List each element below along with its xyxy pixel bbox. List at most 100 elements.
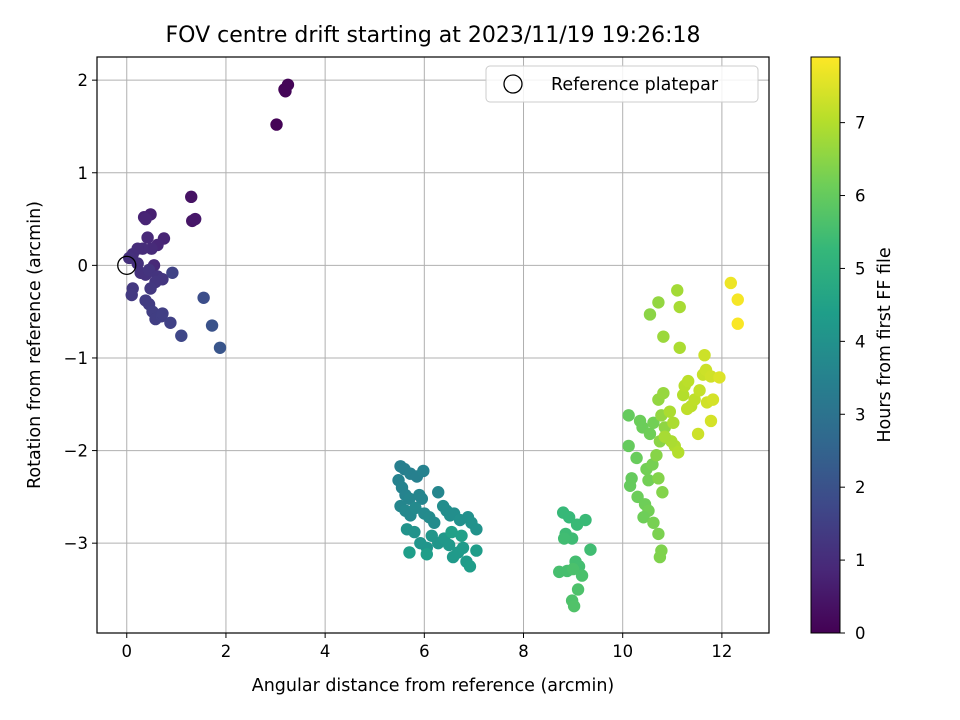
chart-title: FOV centre drift starting at 2023/11/19 … bbox=[166, 23, 701, 48]
colorbar-tick-label: 2 bbox=[855, 478, 866, 497]
y-tick-label: −2 bbox=[64, 442, 88, 461]
x-tick-label: 12 bbox=[711, 642, 732, 661]
data-point bbox=[175, 329, 188, 342]
colorbar-tick-label: 4 bbox=[855, 332, 866, 351]
data-point bbox=[139, 212, 152, 226]
colorbar-ticks: 0 1 2 3 4 5 6 7 bbox=[840, 114, 866, 643]
data-point bbox=[673, 341, 686, 354]
data-point bbox=[693, 384, 706, 397]
data-point bbox=[688, 393, 701, 406]
data-point bbox=[144, 282, 157, 295]
legend-box bbox=[485, 65, 759, 103]
x-tick-label: 8 bbox=[518, 642, 529, 661]
data-point bbox=[671, 284, 684, 297]
data-point bbox=[463, 560, 477, 573]
data-point bbox=[470, 544, 483, 557]
data-point bbox=[647, 516, 660, 530]
data-point bbox=[420, 548, 434, 561]
data-point bbox=[637, 511, 650, 524]
data-point bbox=[432, 486, 445, 499]
data-point bbox=[141, 231, 154, 244]
data-point bbox=[731, 317, 744, 330]
x-axis-label: Angular distance from reference (arcmin) bbox=[252, 676, 615, 696]
data-point bbox=[403, 546, 416, 559]
colorbar bbox=[810, 56, 841, 634]
data-point bbox=[156, 307, 169, 320]
data-point bbox=[166, 266, 179, 279]
data-point bbox=[672, 446, 685, 459]
x-tick-label: 10 bbox=[612, 642, 633, 661]
x-tick-label: 0 bbox=[122, 642, 133, 661]
data-point bbox=[403, 492, 416, 505]
data-point bbox=[681, 374, 695, 388]
data-point bbox=[562, 511, 576, 524]
data-point bbox=[566, 562, 580, 576]
data-point bbox=[663, 405, 677, 418]
data-point bbox=[657, 386, 670, 400]
plot-frame bbox=[96, 56, 770, 634]
data-point bbox=[622, 439, 635, 453]
data-point bbox=[647, 416, 660, 429]
data-point bbox=[656, 486, 669, 499]
data-point bbox=[643, 427, 657, 441]
data-point bbox=[652, 296, 665, 309]
data-point bbox=[698, 348, 711, 362]
colorbar-tick-label: 1 bbox=[855, 551, 866, 570]
x-axis-ticks: 0 2 4 6 8 10 12 bbox=[122, 633, 732, 661]
data-point bbox=[408, 525, 421, 539]
y-tick-label: 2 bbox=[78, 71, 89, 90]
data-point bbox=[673, 300, 686, 314]
x-tick-label: 2 bbox=[221, 642, 232, 661]
x-tick-label: 4 bbox=[320, 642, 331, 661]
data-point bbox=[409, 501, 422, 515]
data-point bbox=[442, 538, 456, 552]
y-tick-label: −1 bbox=[64, 349, 88, 368]
legend-label: Reference platepar bbox=[551, 75, 719, 95]
x-tick-label: 6 bbox=[419, 642, 430, 661]
y-axis-ticks: 2 1 0 −1 −2 −3 bbox=[64, 71, 97, 553]
data-point bbox=[630, 451, 643, 465]
data-point bbox=[428, 516, 441, 530]
reference-marker bbox=[117, 255, 137, 276]
data-point bbox=[455, 529, 468, 542]
data-point bbox=[145, 242, 158, 255]
data-point bbox=[657, 330, 670, 343]
data-point bbox=[579, 513, 592, 527]
data-point bbox=[650, 448, 663, 462]
data-point bbox=[567, 599, 581, 613]
data-point bbox=[680, 402, 694, 416]
data-point bbox=[213, 341, 227, 354]
data-point bbox=[164, 316, 177, 329]
data-point bbox=[185, 190, 198, 204]
data-point bbox=[415, 492, 429, 505]
data-point bbox=[571, 583, 585, 596]
colorbar-tick-label: 6 bbox=[855, 187, 866, 206]
data-point bbox=[653, 550, 667, 564]
colorbar-tick-label: 0 bbox=[855, 624, 866, 643]
data-point bbox=[623, 479, 637, 492]
data-points bbox=[123, 78, 744, 613]
data-point bbox=[142, 263, 156, 277]
data-point bbox=[557, 532, 571, 545]
data-point bbox=[470, 523, 483, 536]
data-point bbox=[575, 569, 589, 582]
data-point bbox=[704, 414, 718, 428]
data-point bbox=[197, 291, 210, 304]
grid-lines bbox=[97, 57, 769, 633]
data-point bbox=[417, 464, 430, 478]
data-point bbox=[646, 458, 659, 471]
data-point bbox=[706, 393, 720, 406]
data-point bbox=[188, 212, 202, 226]
legend-marker bbox=[503, 74, 523, 94]
y-axis-label: Rotation from reference (arcmin) bbox=[25, 201, 45, 489]
colorbar-tick-label: 7 bbox=[855, 114, 866, 133]
data-point bbox=[445, 525, 458, 539]
data-point bbox=[642, 474, 655, 487]
y-tick-label: 0 bbox=[78, 256, 89, 275]
data-point bbox=[731, 293, 744, 306]
y-tick-label: 1 bbox=[78, 164, 89, 183]
y-tick-label: −3 bbox=[64, 534, 88, 553]
data-point bbox=[125, 288, 138, 302]
data-point bbox=[724, 276, 738, 290]
